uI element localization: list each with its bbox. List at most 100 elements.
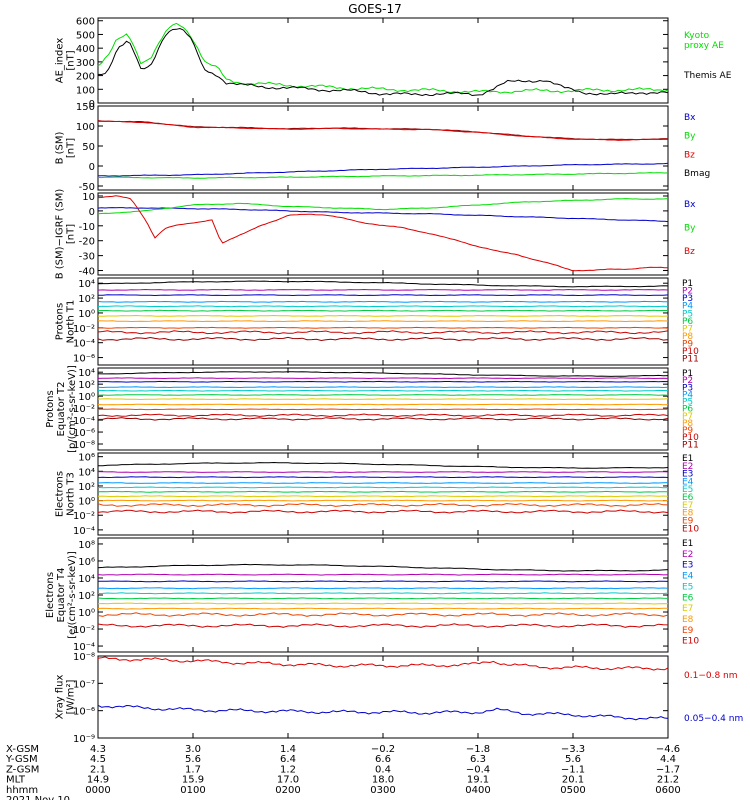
y-axis-label: [nT]	[66, 50, 77, 70]
channel-line-P9	[97, 408, 669, 411]
channel-line-P3	[97, 380, 669, 383]
channel-label-E8: E8	[682, 509, 694, 519]
channel-label-E3: E3	[682, 470, 693, 480]
y-tick-label: 10⁻²	[73, 324, 95, 335]
legend-item: 0.1−0.8 nm	[684, 671, 738, 681]
channel-label-E7: E7	[682, 604, 693, 614]
channel-label-P1: P1	[682, 279, 693, 289]
channel-line-E4	[97, 587, 669, 590]
series-line-black	[97, 27, 669, 97]
channel-line-P1	[97, 280, 669, 288]
y-tick-label: 400	[76, 44, 95, 55]
channel-label-E4: E4	[682, 477, 694, 487]
channel-label-E7: E7	[682, 501, 693, 511]
footer-value: 4.3	[90, 744, 106, 755]
channel-label-E6: E6	[682, 493, 694, 503]
channel-label-E1: E1	[682, 539, 693, 549]
channel-label-P7: P7	[682, 324, 693, 334]
footer-value: 0000	[85, 785, 110, 796]
y-tick-label: 500	[76, 30, 95, 41]
footer-value: −1.1	[561, 764, 585, 775]
footer-value: 6.3	[470, 754, 486, 765]
channel-line-E6	[97, 490, 669, 493]
y-tick-label: -20	[79, 237, 95, 248]
footer-value: −4.6	[656, 744, 680, 755]
footer-value: 2.1	[90, 764, 106, 775]
y-tick-label: 100	[76, 85, 95, 96]
series-line-blue	[97, 704, 669, 721]
channel-label-E2: E2	[682, 550, 693, 560]
y-tick-label: 10⁴	[78, 279, 95, 290]
channel-line-E6	[97, 597, 669, 600]
panel-xray: 10⁻⁸ 10⁻⁷ 10⁻⁶ 10⁻⁹ Xray flux [W/m²] 0.1−0.8 n…	[55, 652, 744, 745]
y-axis-label: Protons	[45, 390, 56, 427]
channel-label-P5: P5	[682, 309, 693, 319]
channel-line-E8	[97, 499, 669, 502]
y-tick-label: 300	[76, 58, 95, 69]
channel-line-P3	[98, 294, 669, 297]
channel-label-P11: P11	[682, 440, 699, 450]
channel-label-E2: E2	[682, 462, 693, 472]
y-tick-label: 10⁰	[78, 608, 95, 619]
channel-label-E8: E8	[682, 615, 694, 625]
channel-line-P1	[97, 371, 669, 377]
channel-line-E10	[97, 623, 669, 628]
channel-label-P7: P7	[682, 412, 693, 422]
channel-line-P2	[97, 377, 669, 380]
channel-line-P5	[97, 389, 669, 392]
channel-label-E10: E10	[682, 637, 699, 647]
y-axis-label: Equator T4	[56, 568, 67, 623]
y-tick-label: 10²	[78, 591, 95, 602]
channel-label-P6: P6	[682, 405, 693, 415]
y-tick-label: 0	[89, 99, 95, 110]
channel-label-P11: P11	[682, 355, 699, 365]
y-tick-label: 10⁻²	[73, 625, 95, 636]
channel-label-E4: E4	[682, 572, 694, 582]
panel-bsm: -50 0 50 100 150 B (SM) [nT] Bx By Bz Bmag	[55, 102, 711, 193]
y-tick-label: 200	[76, 72, 95, 83]
y-axis-label: [W/m²]	[66, 679, 77, 714]
footer-label: hhmm	[6, 785, 38, 796]
figure-title: GOES-17	[348, 2, 402, 16]
panel-pn: 10⁴ 10² 10⁰ 10⁻² 10⁻⁴ 10⁻⁶ Protons North T1 P1P2…	[55, 277, 699, 366]
footer-value: 3.0	[185, 744, 201, 755]
footer-value: −1.7	[656, 764, 680, 775]
y-axis-label: Protons	[55, 303, 66, 340]
channel-line-E4	[97, 482, 669, 484]
panel-ae: 0 100 200 300 400 500 600 AE_index [nT] Kyotoprox…	[55, 17, 732, 110]
series-line-red	[97, 656, 669, 671]
channel-line-P7	[97, 398, 669, 401]
footer-value: −0.2	[371, 744, 395, 755]
channel-line-E5	[97, 592, 669, 595]
y-tick-label: -10	[79, 222, 95, 233]
footer-label: X-GSM	[6, 744, 39, 755]
series-line-blue	[97, 207, 669, 223]
y-tick-label: 10⁰	[78, 392, 95, 403]
channel-line-P6	[97, 309, 669, 312]
channel-line-P8	[97, 403, 669, 406]
y-tick-label: 10⁻⁶	[73, 428, 95, 439]
legend-item: Bz	[684, 247, 695, 257]
channel-label-P9: P9	[682, 426, 693, 436]
channel-line-P10	[97, 330, 669, 335]
channel-line-P2	[97, 288, 669, 291]
y-axis-label: [e/(cm²-s-sr-keV)]	[67, 551, 78, 639]
channel-label-P3: P3	[682, 294, 693, 304]
channel-label-P2: P2	[682, 287, 693, 297]
y-tick-label: 10⁻⁷	[73, 679, 95, 690]
footer-value: 21.2	[657, 775, 679, 786]
footer-value: 5.6	[565, 754, 581, 765]
y-axis-label: Electrons	[45, 572, 56, 618]
footer-value: 6.6	[375, 754, 391, 765]
channel-label-E10: E10	[682, 524, 699, 534]
channel-line-P11	[97, 417, 669, 421]
y-tick-label: 10⁻⁶	[73, 354, 95, 365]
series-line-blue	[97, 162, 669, 177]
footer-value: −0.4	[466, 764, 490, 775]
footer-value: 0.4	[375, 764, 391, 775]
channel-label-P2: P2	[682, 376, 693, 386]
y-tick-label: 10⁴	[78, 368, 95, 379]
